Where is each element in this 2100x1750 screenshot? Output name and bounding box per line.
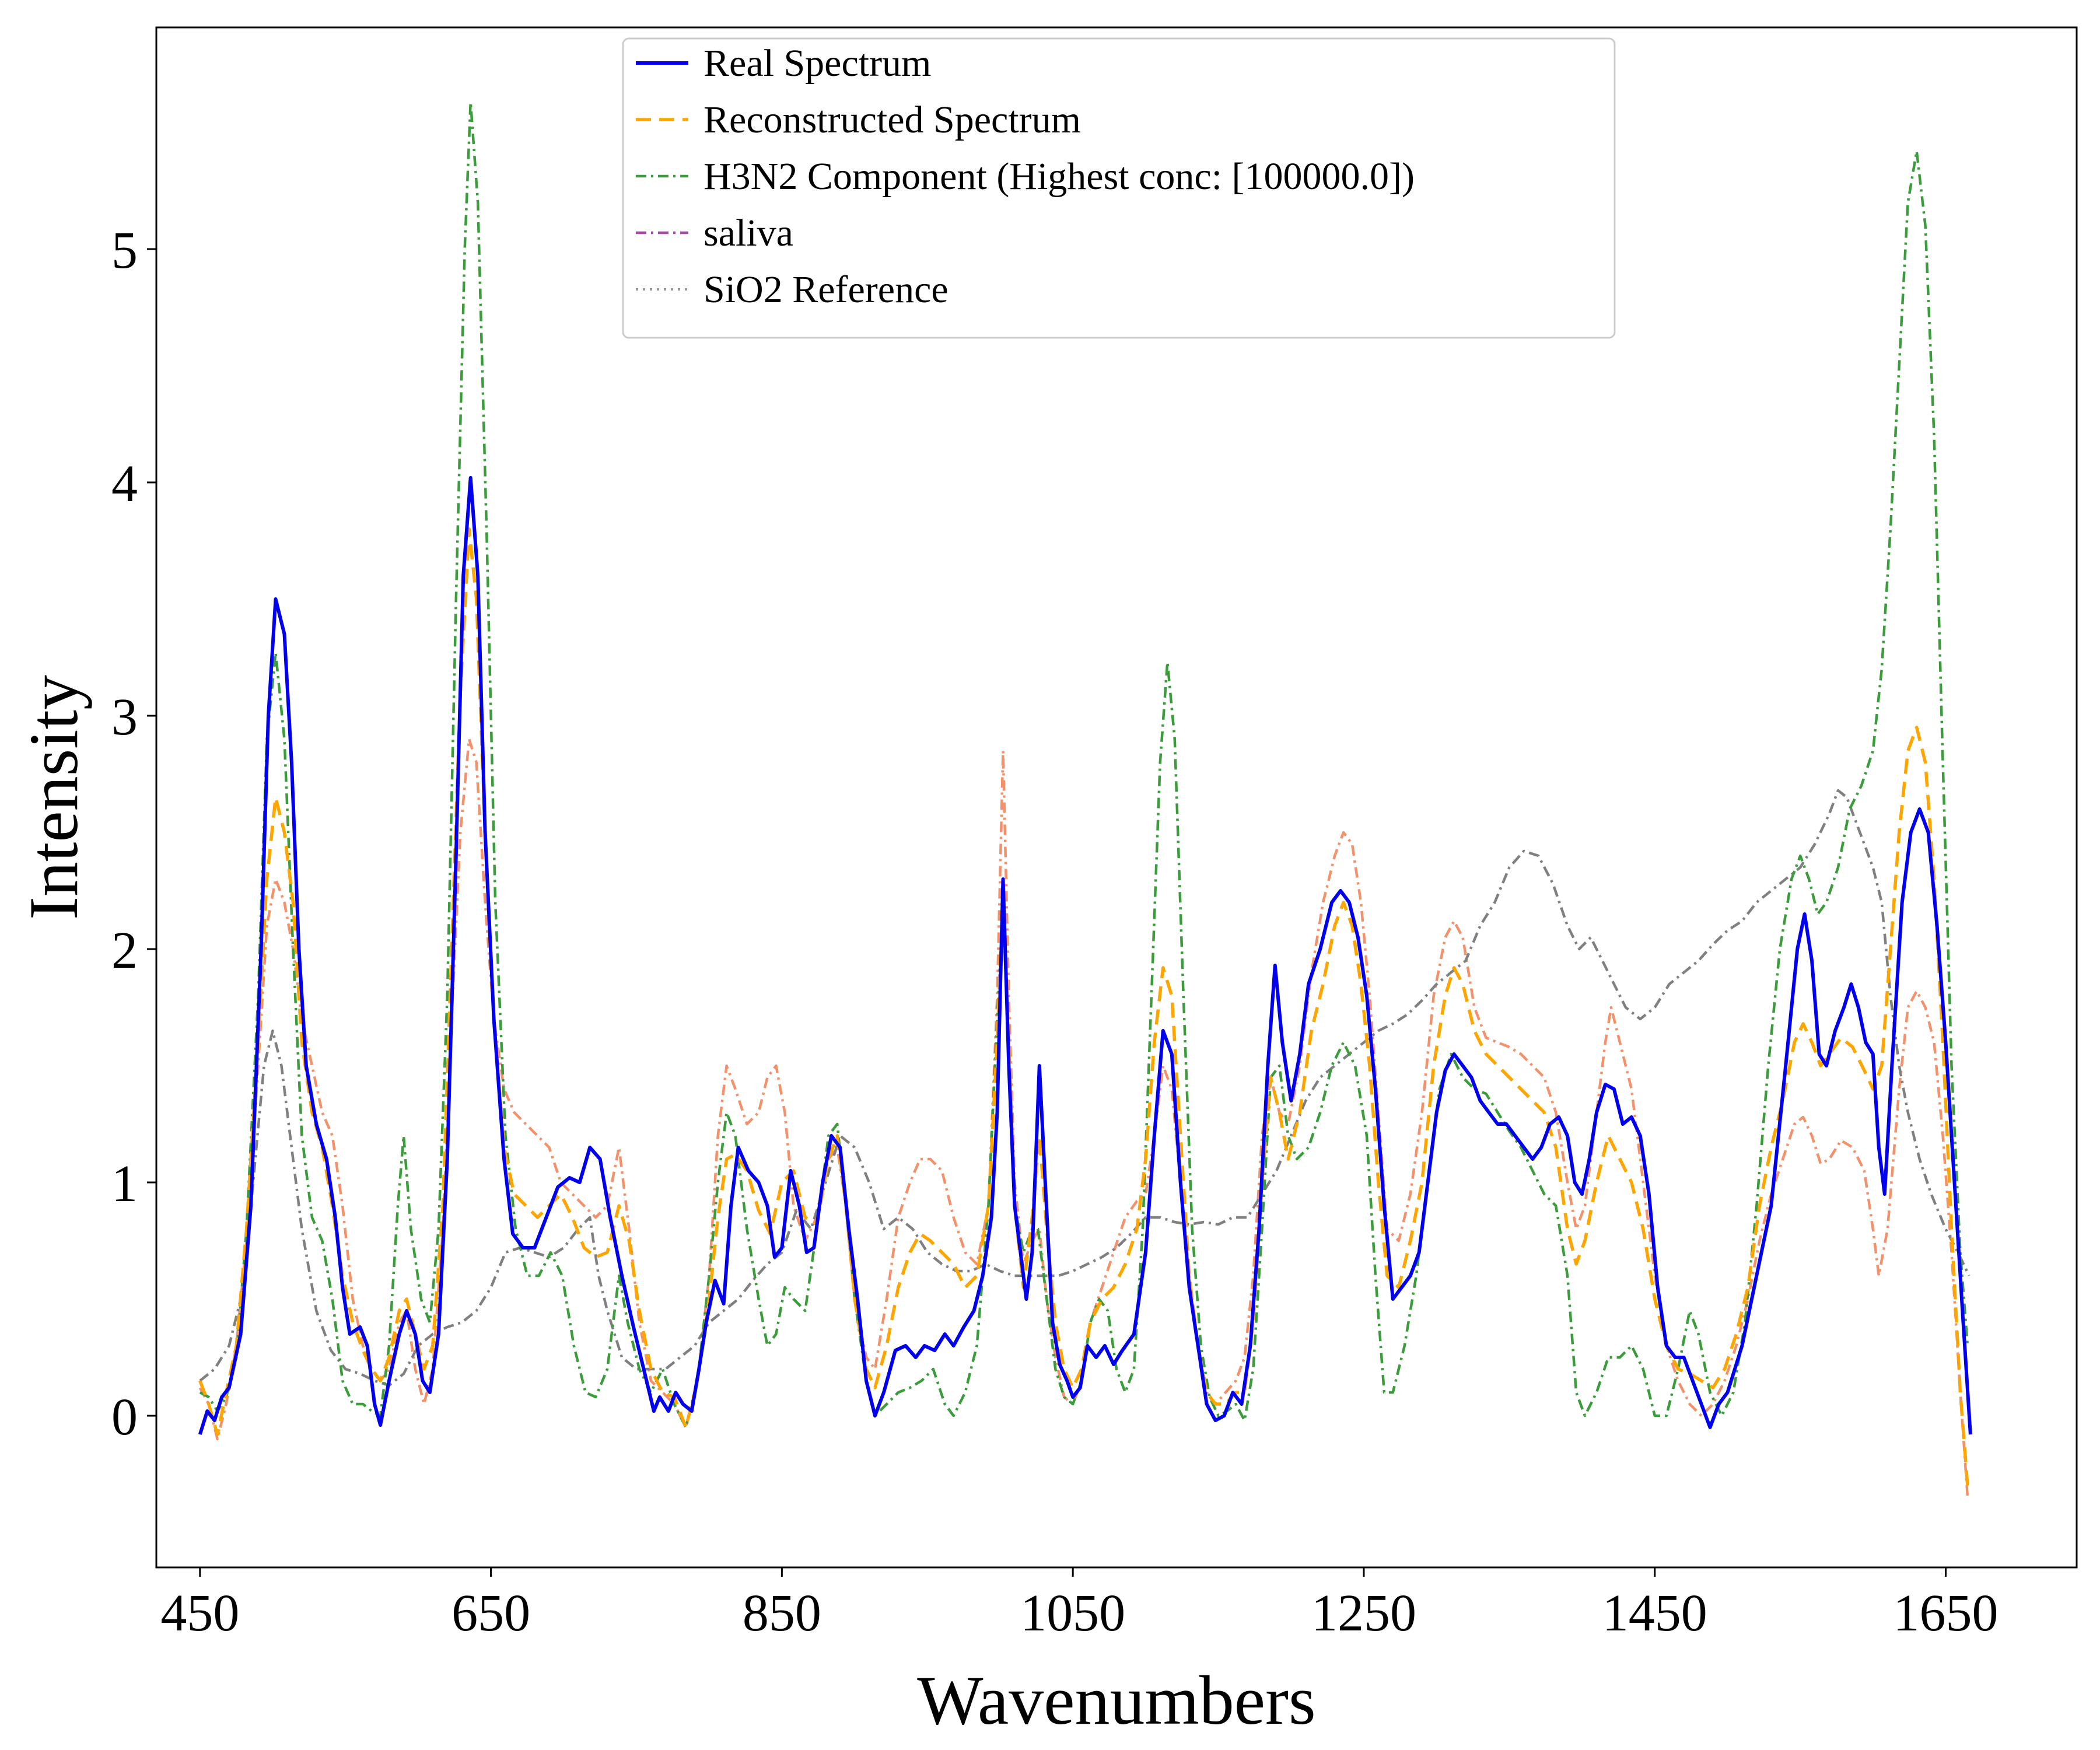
- y-tick-label: 5: [111, 222, 138, 279]
- series-layer: [198, 100, 1972, 1498]
- x-tick-label: 450: [160, 1584, 239, 1642]
- series-line-unlabeled-6: [199, 789, 1971, 1387]
- axis-ticks: 450 650 850 1050 1250 1450 1650 0 1 2 3 4 5: [111, 222, 1999, 1642]
- y-tick-label: 2: [111, 922, 138, 979]
- x-tick-label: 1050: [1020, 1584, 1125, 1642]
- x-tick-label: 1250: [1311, 1584, 1416, 1642]
- legend: Real Spectrum Reconstructed Spectrum H3N2 …: [622, 37, 1616, 339]
- y-tick-label: 3: [111, 688, 138, 746]
- legend-label-reconstructed-spectrum: Reconstructed Spectrum: [704, 99, 1081, 141]
- x-axis-label: Wavenumbers: [917, 1661, 1315, 1739]
- legend-label-sio2-reference: SiO2 Reference: [704, 268, 949, 311]
- y-tick-label: 4: [111, 455, 138, 513]
- y-tick-label: 0: [111, 1388, 138, 1446]
- legend-label-h3n2-component-highest-conc-10: H3N2 Component (Highest conc: [100000.0]…: [704, 155, 1415, 198]
- y-axis-label: Intensity: [15, 675, 92, 920]
- series-line-h3n2-component-highest-conc-10: [199, 100, 1969, 1429]
- x-tick-label: 1450: [1602, 1584, 1707, 1642]
- legend-label-saliva: saliva: [704, 212, 793, 254]
- legend-box: [622, 37, 1616, 339]
- x-tick-label: 850: [743, 1584, 821, 1642]
- plot-frame: [155, 26, 2078, 1569]
- x-tick-label: 1650: [1894, 1584, 1999, 1642]
- series-line-reconstructed-spectrum: [198, 527, 1969, 1486]
- x-tick-label: 650: [452, 1584, 530, 1642]
- y-tick-label: 1: [111, 1155, 138, 1213]
- legend-label-real-spectrum: Real Spectrum: [704, 42, 931, 85]
- series-line-real-spectrum: [198, 476, 1972, 1435]
